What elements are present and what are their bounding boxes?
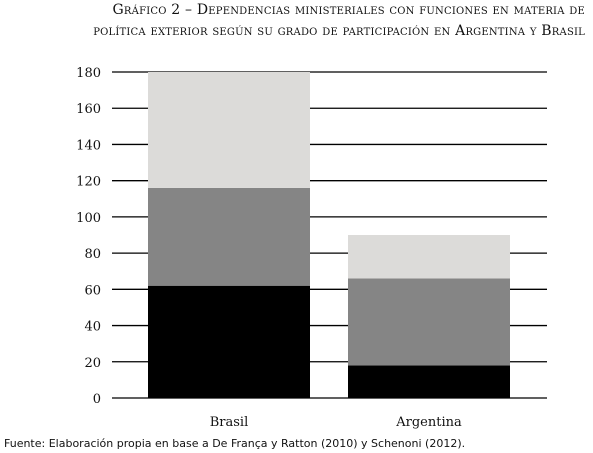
y-tick-label-40: 40 [84, 320, 101, 335]
x-category-label-argentina: Argentina [395, 415, 462, 430]
bar-brasil-bottom [148, 285, 310, 398]
y-tick-label-120: 120 [76, 175, 101, 190]
chart-title: Gráfico 2 – Dependencias ministeriales c… [0, 0, 593, 42]
y-tick-label-180: 180 [76, 66, 101, 81]
y-tick-label-140: 140 [76, 138, 101, 153]
y-tick-label-60: 60 [84, 283, 101, 298]
source-note: Fuente: Elaboración propia en base a De … [4, 437, 466, 450]
y-tick-label-100: 100 [76, 211, 101, 226]
chart-title-line-1: Gráfico 2 – Dependencias ministeriales c… [112, 2, 585, 18]
bar-brasil-middle [148, 187, 310, 286]
bar-brasil-top [148, 72, 310, 188]
y-tick-label-160: 160 [76, 102, 101, 117]
y-tick-label-20: 20 [84, 356, 101, 371]
bar-argentina-top [348, 235, 510, 279]
chart-title-line-2: política exterior según su grado de part… [93, 23, 585, 39]
y-tick-label-80: 80 [84, 247, 101, 262]
bar-argentina-bottom [348, 365, 510, 398]
y-tick-label-0: 0 [93, 392, 101, 407]
bar-argentina-middle [348, 278, 510, 366]
x-category-label-brasil: Brasil [210, 415, 249, 430]
